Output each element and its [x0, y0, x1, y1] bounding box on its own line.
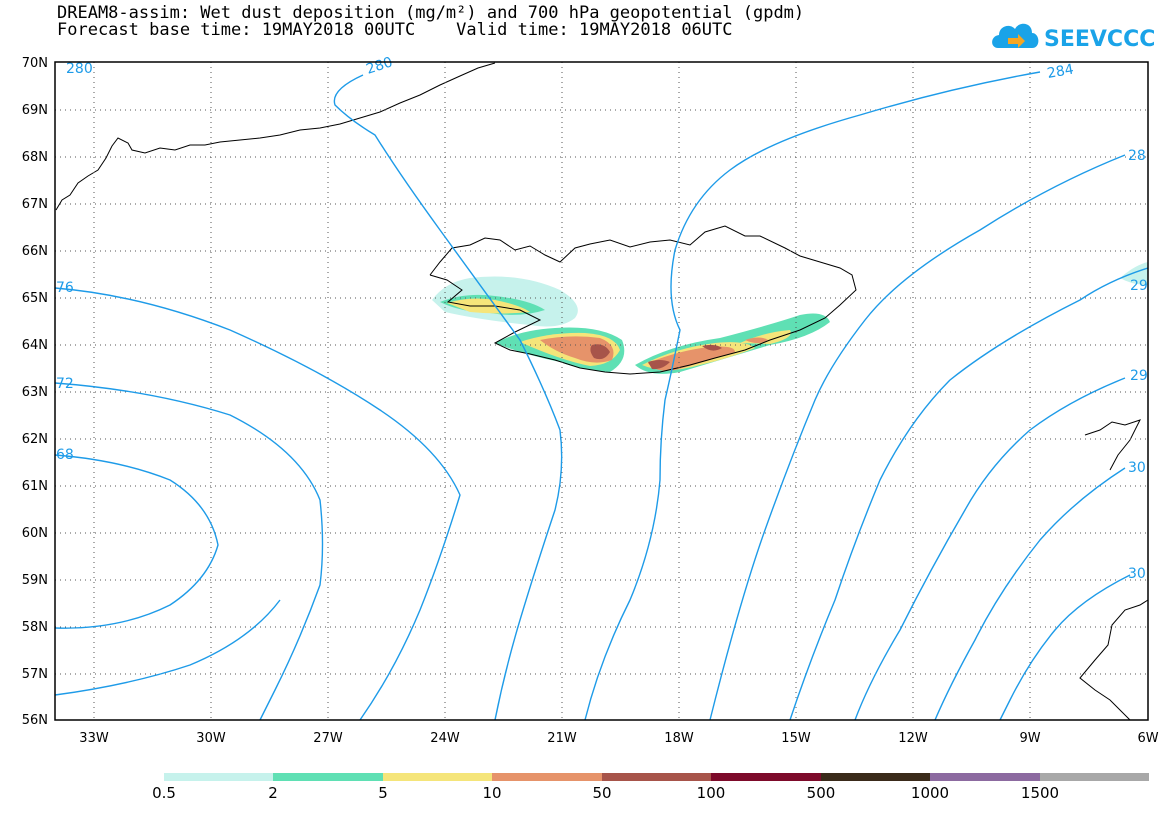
colorbar-swatch: [273, 773, 383, 781]
colorbar-swatch: [821, 773, 930, 781]
lat-label: 69N: [22, 103, 48, 118]
contour-label: 284: [1046, 62, 1075, 82]
colorbar-swatch: [930, 773, 1040, 781]
lat-label: 67N: [22, 197, 48, 212]
lat-label: 70N: [22, 56, 48, 71]
colorbar-swatch: [602, 773, 711, 781]
lon-label: 15W: [781, 731, 811, 746]
chart-title: DREAM8-assim: Wet dust deposition (mg/m²…: [57, 3, 805, 23]
lat-label: 65N: [22, 291, 48, 306]
contour-label: 72: [56, 376, 74, 392]
seevccc-logo: SEEVCCC: [992, 23, 1155, 52]
latitude-labels: 70N 69N 68N 67N 66N 65N 64N 63N 62N 61N …: [22, 56, 48, 728]
lon-label: 6W: [1137, 731, 1158, 746]
lat-label: 59N: [22, 573, 48, 588]
lon-label: 9W: [1019, 731, 1040, 746]
lon-label: 12W: [898, 731, 928, 746]
lon-label: 33W: [79, 731, 109, 746]
longitude-labels: 33W 30W 27W 24W 21W 18W 15W 12W 9W 6W: [79, 731, 1158, 746]
lon-label: 30W: [196, 731, 226, 746]
colorbar-label: 500: [807, 784, 836, 802]
colorbar-label: 50: [592, 784, 611, 802]
colorbar-label: 10: [482, 784, 501, 802]
cloud-icon: [992, 23, 1039, 48]
colorbar-swatch: [711, 773, 821, 781]
lat-label: 57N: [22, 667, 48, 682]
contour-label: 68: [56, 447, 74, 463]
contour-label: 280: [364, 54, 394, 77]
lat-label: 56N: [22, 713, 48, 728]
lat-label: 62N: [22, 432, 48, 447]
colorbar-label: 100: [697, 784, 726, 802]
geopotential-contours: [54, 71, 1149, 721]
lat-label: 68N: [22, 150, 48, 165]
lon-label: 24W: [430, 731, 460, 746]
lat-label: 60N: [22, 526, 48, 541]
colorbar-label: 0.5: [152, 784, 176, 802]
colorbar-swatch: [164, 773, 273, 781]
lon-label: 18W: [664, 731, 694, 746]
lat-label: 66N: [22, 244, 48, 259]
contour-label: 30: [1128, 566, 1146, 582]
lon-label: 27W: [313, 731, 343, 746]
contour-label: 280: [66, 61, 93, 77]
lat-label: 64N: [22, 338, 48, 353]
contour-label: 29: [1130, 368, 1148, 384]
contour-labels: 280 280 284 28 76 72 68 29 29 30 30: [56, 54, 1148, 582]
chart-subtitle: Forecast base time: 19MAY2018 00UTC Vali…: [57, 20, 733, 40]
coastlines: [55, 62, 1149, 721]
colorbar-legend: 0.5 2 5 10 50 100 500 1000 1500: [152, 773, 1149, 802]
contour-label: 76: [56, 280, 74, 296]
logo-text: SEEVCCC: [1044, 27, 1155, 52]
colorbar-label: 2: [268, 784, 278, 802]
colorbar-label: 1500: [1021, 784, 1059, 802]
colorbar-swatch: [492, 773, 602, 781]
colorbar-swatch: [383, 773, 492, 781]
map-frame: [54, 61, 1149, 721]
graticule: [55, 62, 1148, 720]
dust-deposition-shading: [432, 262, 1148, 374]
colorbar-label: 5: [378, 784, 388, 802]
colorbar-label: 1000: [911, 784, 949, 802]
lat-label: 58N: [22, 620, 48, 635]
contour-label: 30: [1128, 460, 1146, 476]
colorbar-swatch: [1040, 773, 1149, 781]
contour-label: 28: [1128, 148, 1146, 164]
lat-label: 63N: [22, 385, 48, 400]
lat-label: 61N: [22, 479, 48, 494]
contour-label: 29: [1130, 278, 1148, 294]
lon-label: 21W: [547, 731, 577, 746]
